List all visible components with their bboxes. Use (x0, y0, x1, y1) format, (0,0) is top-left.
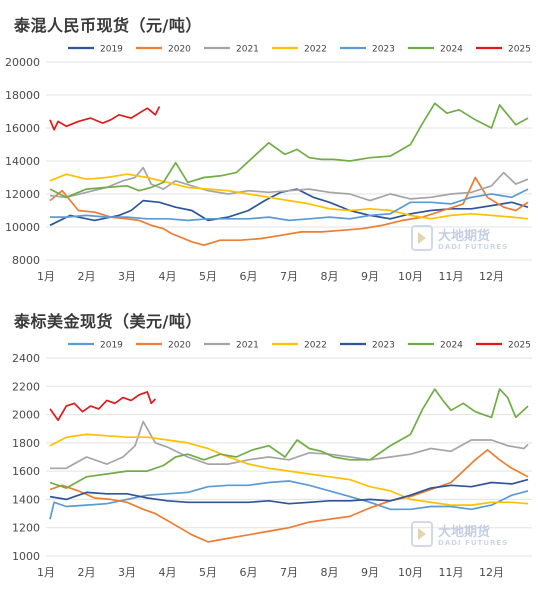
legend-label: 2021 (236, 45, 259, 55)
legend-label: 2019 (100, 45, 123, 55)
x-tick-label: 1月 (37, 566, 55, 579)
y-tick-label: 1400 (12, 493, 40, 506)
y-tick-label: 2200 (12, 380, 40, 393)
y-tick-label: 1600 (12, 465, 40, 478)
series-line-2024 (49, 102, 529, 199)
x-tick-label: 2月 (78, 566, 96, 579)
x-tick-label: 12月 (479, 270, 504, 283)
chart-panel-rmb: 泰混人民币现货（元/吨） 8000 10000 12000 14000 16000 180… (5, 16, 532, 283)
chart-panel-usd: 泰标美金现货（美元/吨） 1000 1200 1400 1600 1800 2000 220… (0, 296, 550, 592)
x-tick-label: 4月 (159, 566, 177, 579)
legend-label: 2024 (440, 341, 463, 351)
legend-label: 2020 (168, 341, 191, 351)
series-line-2020 (49, 176, 529, 247)
legend-label: 2022 (304, 341, 327, 351)
x-tick-label: 2月 (78, 270, 96, 283)
series-line-2021 (49, 166, 529, 202)
y-tick-label: 1200 (12, 522, 40, 535)
x-tick-label: 11月 (439, 566, 464, 579)
x-tick-label: 4月 (159, 270, 177, 283)
x-tick-label: 5月 (199, 566, 217, 579)
watermark-name: 大地期货 (438, 228, 490, 244)
series-line-2019 (49, 480, 529, 520)
legend-label: 2024 (440, 45, 463, 55)
y-tick-label: 12000 (5, 188, 40, 201)
watermark-sub: DADI FUTURES (438, 539, 508, 547)
y-tick-label: 14000 (5, 155, 40, 168)
series-line-2021 (50, 420, 529, 470)
line-chart-usd: 1000 1200 1400 1600 1800 2000 2200 2400 1月 2月 3月 4月… (12, 341, 532, 579)
y-tick-label: 18000 (5, 89, 40, 102)
series-line-2024 (49, 388, 529, 489)
x-tick-label: 5月 (199, 270, 217, 283)
y-tick-label: 1000 (12, 550, 40, 563)
watermark-icon (411, 521, 433, 547)
x-tick-label: 11月 (439, 270, 464, 283)
watermark-icon-mark (418, 232, 426, 244)
y-tick-label: 2400 (12, 352, 40, 365)
legend-label: 2023 (372, 341, 395, 351)
x-tick-label: 8月 (321, 566, 339, 579)
series-line-2023 (49, 478, 529, 505)
x-tick-label: 6月 (240, 566, 258, 579)
chart-title-rmb: 泰混人民币现货（元/吨） (14, 16, 202, 35)
x-tick-label: 8月 (321, 270, 339, 283)
legend-label: 2019 (100, 341, 123, 351)
legend-label: 2025 (508, 341, 531, 351)
y-tick-label: 2000 (12, 409, 40, 422)
legend-label: 2020 (168, 45, 191, 55)
y-tick-label: 16000 (5, 122, 40, 135)
legend-label: 2023 (372, 45, 395, 55)
series-line-2025 (49, 391, 157, 422)
series-line-2020 (49, 449, 529, 543)
series-line-2025 (49, 106, 161, 131)
legend-label: 2025 (508, 45, 531, 55)
watermark-icon (411, 225, 433, 251)
y-tick-label: 20000 (5, 56, 40, 69)
watermark-name: 大地期货 (438, 524, 490, 540)
legend-label: 2021 (236, 341, 259, 351)
y-tick-label: 8000 (12, 254, 40, 267)
series-line-2022 (49, 433, 529, 506)
legend-label: 2022 (304, 45, 327, 55)
watermark-sub: DADI FUTURES (438, 243, 508, 251)
line-chart-rmb: 8000 10000 12000 14000 16000 18000 20000 1月 2月 3月… (5, 45, 532, 283)
series-line-2022 (49, 173, 529, 220)
y-tick-label: 10000 (5, 221, 40, 234)
x-tick-label: 10月 (398, 566, 423, 579)
x-tick-label: 9月 (361, 566, 379, 579)
x-tick-label: 9月 (361, 270, 379, 283)
chart-title-usd: 泰标美金现货（美元/吨） (14, 312, 202, 331)
x-tick-label: 7月 (280, 566, 298, 579)
x-tick-label: 10月 (398, 270, 423, 283)
x-tick-label: 12月 (479, 566, 504, 579)
watermark-icon-mark (418, 528, 426, 540)
x-tick-label: 6月 (240, 270, 258, 283)
x-tick-label: 3月 (118, 270, 136, 283)
x-tick-label: 7月 (280, 270, 298, 283)
x-tick-label: 3月 (118, 566, 136, 579)
x-tick-label: 1月 (37, 270, 55, 283)
series-line-2023 (50, 188, 529, 222)
y-tick-label: 1800 (12, 437, 40, 450)
